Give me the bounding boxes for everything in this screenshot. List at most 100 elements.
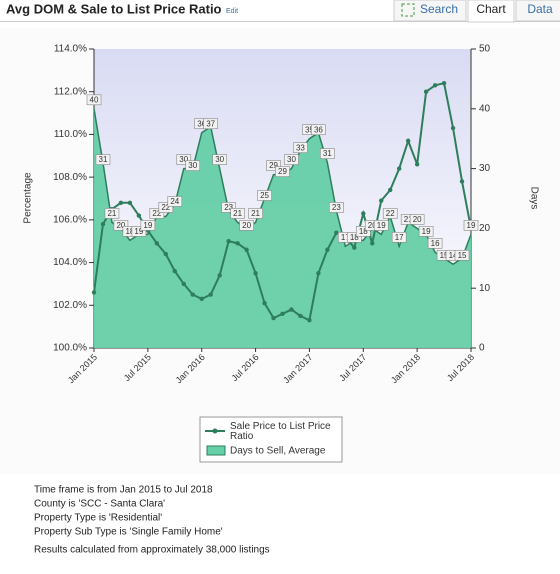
line-marker	[127, 200, 133, 205]
y2-tick-label: 50	[479, 44, 491, 55]
legend-text: Sale Price to List Price	[230, 421, 331, 432]
line-marker	[199, 296, 204, 302]
data-label-box	[347, 232, 362, 243]
line-marker	[226, 239, 231, 244]
data-label: 23	[224, 203, 233, 212]
line-marker	[280, 311, 285, 317]
line-marker	[244, 247, 249, 252]
line-marker	[334, 230, 339, 235]
tab-active[interactable]	[467, 0, 515, 23]
data-label: 35	[305, 125, 314, 134]
data-label-box	[113, 220, 129, 231]
line-marker	[217, 273, 222, 278]
line-marker	[100, 221, 106, 227]
line-marker	[325, 247, 330, 252]
data-label-box	[104, 208, 120, 219]
tab-label[interactable]: Data	[527, 2, 553, 16]
page-title: Avg DOM & Sale to List Price Ratio	[6, 1, 222, 16]
footer-line: Property Type is 'Residential'	[34, 513, 162, 524]
y2-tick-label: 0	[479, 343, 485, 354]
data-label: 22	[161, 203, 170, 212]
data-label-box	[158, 202, 174, 213]
y-axis-title: Percentage	[23, 172, 34, 224]
data-label-box	[311, 124, 326, 136]
data-label-box	[167, 196, 183, 207]
data-label: 18	[125, 227, 134, 236]
y-tick-label: 106.0%	[53, 214, 87, 225]
data-label: 24	[170, 197, 179, 206]
data-label: 19	[422, 227, 431, 236]
data-label: 37	[206, 119, 215, 128]
data-label: 19	[143, 221, 152, 230]
data-label: 31	[99, 155, 108, 164]
data-label-box	[248, 208, 263, 219]
line-marker	[154, 241, 160, 246]
data-label-box	[212, 154, 227, 165]
data-label-box	[427, 238, 443, 249]
data-label: 33	[296, 143, 305, 152]
line-marker	[388, 187, 393, 193]
data-label: 14	[449, 251, 458, 260]
data-label: 15	[440, 251, 449, 260]
y-tick-label: 100.0%	[53, 343, 87, 354]
data-label: 20	[116, 221, 125, 230]
line-marker	[136, 213, 142, 218]
data-label-box	[454, 250, 470, 261]
data-label: 21	[404, 215, 413, 224]
line-marker	[414, 162, 420, 167]
line-marker	[396, 166, 402, 171]
data-label: 19	[134, 227, 143, 236]
data-label: 17	[341, 233, 350, 242]
data-label: 18	[359, 227, 368, 236]
edit-link[interactable]: Edit	[226, 8, 238, 15]
line-marker	[253, 271, 258, 276]
data-label-box	[131, 226, 147, 237]
line-marker	[91, 290, 97, 295]
data-label-box	[203, 118, 218, 130]
data-label: 23	[332, 203, 341, 212]
y-tick-label: 108.0%	[53, 172, 87, 183]
data-label-box	[391, 232, 407, 243]
y2-tick-label: 30	[479, 163, 491, 174]
data-label: 17	[395, 233, 404, 242]
y-tick-label: 114.0%	[54, 44, 87, 55]
data-label-box	[257, 190, 272, 201]
data-label: 19	[377, 221, 386, 230]
data-label: 29	[269, 161, 278, 170]
data-label: 20	[242, 221, 251, 230]
legend-area-swatch	[206, 445, 226, 456]
data-label-box	[355, 226, 371, 237]
tab-label[interactable]: Search	[420, 2, 458, 16]
data-label: 20	[413, 215, 422, 224]
legend-label: Days to Sell, Average	[230, 446, 326, 457]
data-label: 22	[152, 209, 161, 218]
y2-tick-label: 20	[479, 223, 491, 234]
data-label: 15	[458, 251, 467, 260]
line-marker	[172, 268, 177, 274]
line-marker	[163, 251, 169, 257]
tab[interactable]	[515, 0, 560, 22]
line-marker	[298, 313, 303, 319]
data-label-box	[266, 160, 281, 171]
data-label: 36	[197, 119, 206, 128]
data-label: 30	[215, 155, 224, 164]
footer-line: Property Sub Type is 'Single Family Home…	[34, 527, 223, 538]
data-label-box	[221, 202, 236, 213]
y2-tick-label: 40	[479, 103, 491, 114]
line-marker	[370, 241, 375, 246]
data-label: 25	[260, 191, 269, 200]
line-marker	[361, 211, 366, 216]
y2-tick-label: 10	[479, 283, 491, 294]
data-label-box	[373, 220, 389, 231]
data-label-box	[86, 94, 102, 106]
data-label: 31	[323, 149, 332, 158]
y-tick-label: 110.0%	[54, 129, 87, 140]
line-marker	[289, 307, 294, 312]
line-marker	[118, 200, 124, 205]
y-tick-label: 102.0%	[53, 300, 87, 311]
tab-label[interactable]: Chart	[476, 2, 506, 16]
data-label-box	[149, 208, 165, 219]
data-label-box	[275, 166, 290, 177]
data-label-box	[284, 154, 299, 165]
data-label: 18	[350, 233, 359, 242]
